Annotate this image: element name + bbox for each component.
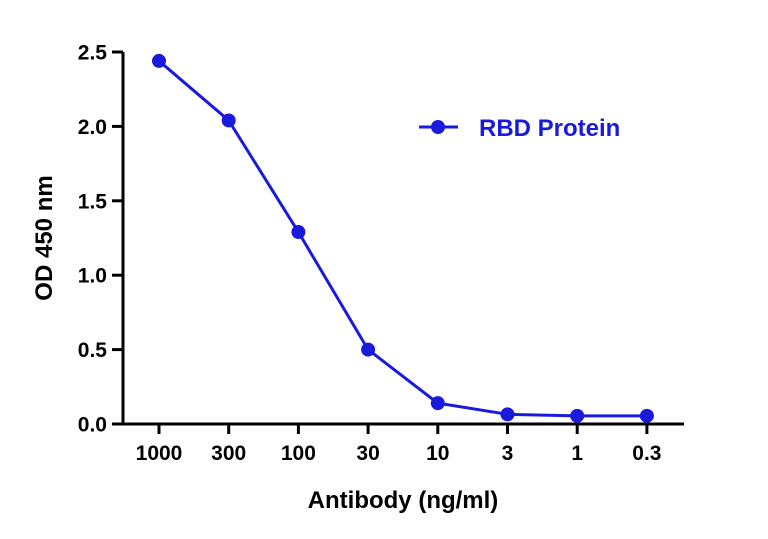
x-tick-label: 300 <box>211 442 246 465</box>
data-point <box>291 225 306 240</box>
x-axis: 1000 300 100 30 10 3 1 0.3 <box>123 422 684 465</box>
x-tick-label: 1 <box>571 442 583 465</box>
x-tick-label: 0.3 <box>632 442 661 465</box>
x-tick-label: 100 <box>281 442 316 465</box>
y-tick-label: 2.0 <box>78 116 107 139</box>
data-point <box>430 396 445 411</box>
data-point <box>152 53 166 68</box>
data-point <box>570 408 585 423</box>
series-layer <box>152 53 654 423</box>
x-axis-title: Antibody (ng/ml) <box>308 487 499 514</box>
x-tick-label: 30 <box>356 442 379 465</box>
x-tick-label: 1000 <box>136 442 183 465</box>
data-point <box>639 408 654 423</box>
x-ticks: 1000 300 100 30 10 3 1 0.3 <box>136 424 662 465</box>
y-tick-label: 1.5 <box>78 190 108 213</box>
data-point <box>221 113 236 128</box>
legend-marker <box>431 120 445 134</box>
x-tick-label: 10 <box>426 442 449 465</box>
y-axis: 0.0 0.5 1.0 1.5 2.0 2.5 <box>78 42 125 437</box>
y-axis-title: OD 450 nm <box>31 175 58 300</box>
data-point <box>361 342 376 357</box>
x-tick-label: 3 <box>502 442 514 465</box>
data-point <box>500 407 515 422</box>
y-tick-label: 1.0 <box>78 265 107 288</box>
y-tick-label: 0.5 <box>78 339 108 362</box>
y-tick-label: 2.5 <box>78 42 108 65</box>
y-ticks: 0.0 0.5 1.0 1.5 2.0 2.5 <box>78 42 123 437</box>
y-tick-label: 0.0 <box>78 414 107 437</box>
legend-label: RBD Protein <box>479 115 620 142</box>
legend: RBD Protein <box>419 115 620 142</box>
series-line <box>158 59 647 418</box>
